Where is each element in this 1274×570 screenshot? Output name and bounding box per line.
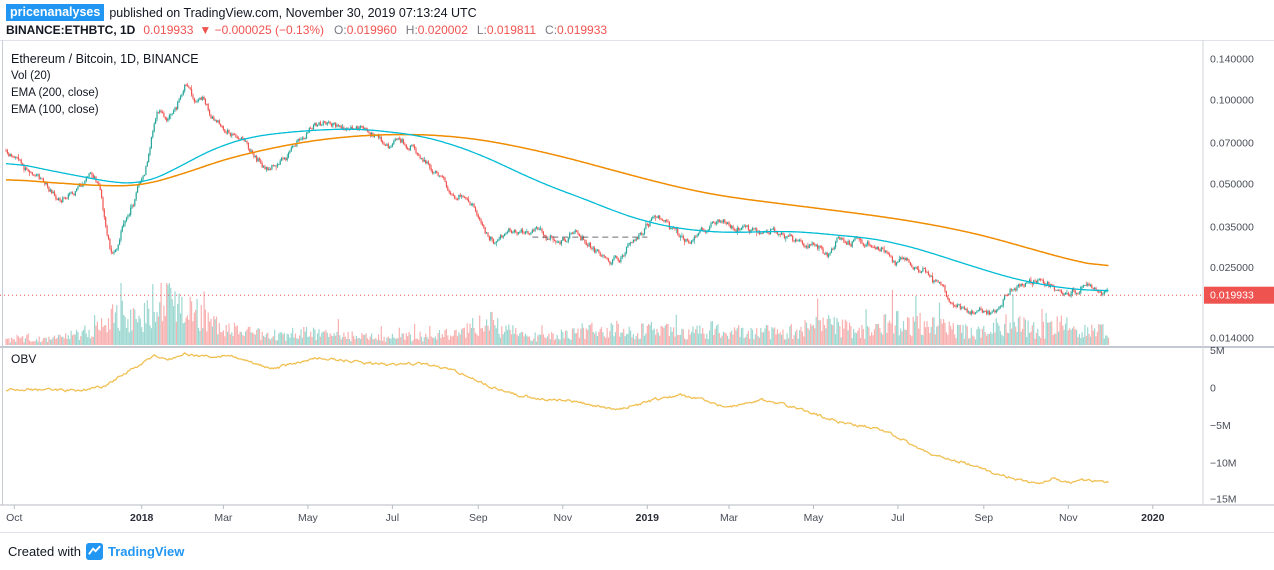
legend-ema100[interactable]: EMA (100, close) <box>11 104 99 116</box>
ohlc-item: O:0.019960 <box>334 23 397 37</box>
ohlc-item: L:0.019811 <box>477 23 536 37</box>
legend-ema200[interactable]: EMA (200, close) <box>11 87 99 99</box>
svg-text:Sep: Sep <box>974 512 993 524</box>
ohlc-label: O: <box>334 23 347 37</box>
price-pane-legend: Ethereum / Bitcoin, 1D, BINANCE Vol (20)… <box>11 51 199 119</box>
tradingview-brand[interactable]: TradingView <box>107 544 185 559</box>
ohlc-item: C:0.019933 <box>545 23 607 37</box>
ema200-line <box>5 133 1109 267</box>
ohlc-label: L: <box>476 23 487 37</box>
candles <box>5 83 1110 316</box>
svg-text:−10M: −10M <box>1210 458 1237 470</box>
ohlc-label: H: <box>405 23 418 37</box>
svg-text:0.100000: 0.100000 <box>1210 94 1254 106</box>
obv-pane-legend[interactable]: OBV <box>11 352 37 366</box>
ohlc-values: O:0.019960 H:0.020002 L:0.019811 C:0.019933 <box>334 23 616 37</box>
price-axis[interactable]: 0.140000 0.100000 0.070000 0.050000 0.035000… <box>1210 54 1254 506</box>
ema100-line <box>5 128 1109 292</box>
attribution-bar: pricenanalyses published on TradingView.… <box>6 4 477 21</box>
ohlc-value: 0.019933 <box>557 23 608 37</box>
author-badge[interactable]: pricenanalyses <box>6 4 105 21</box>
time-axis[interactable]: Oct 2018 Mar May Jul Sep Nov 2019 Mar May Jul Sep No… <box>6 505 1165 524</box>
svg-text:May: May <box>804 512 825 524</box>
obv-line <box>5 352 1109 485</box>
svg-text:0.140000: 0.140000 <box>1210 54 1254 66</box>
last-price-tag: 0.019933 <box>1204 286 1274 304</box>
svg-text:0: 0 <box>1210 383 1216 395</box>
svg-text:−15M: −15M <box>1210 494 1237 506</box>
svg-text:Nov: Nov <box>1059 512 1078 524</box>
price-change: ▼ −0.000025 (−0.13%) <box>199 23 325 37</box>
svg-text:Jul: Jul <box>891 512 904 524</box>
published-text: published on TradingView.com, November 3… <box>109 5 477 20</box>
svg-text:0.035000: 0.035000 <box>1210 222 1254 234</box>
svg-text:5M: 5M <box>1210 345 1225 357</box>
svg-text:2020: 2020 <box>1141 512 1165 524</box>
svg-text:May: May <box>298 512 319 524</box>
svg-text:Oct: Oct <box>6 512 22 524</box>
svg-text:0.050000: 0.050000 <box>1210 178 1254 190</box>
last-price-value: 0.019933 <box>143 23 194 37</box>
svg-text:0.025000: 0.025000 <box>1210 262 1254 274</box>
chart-frame <box>0 40 1274 533</box>
ohlc-value: 0.019960 <box>346 23 397 37</box>
svg-text:Mar: Mar <box>720 512 739 524</box>
symbol-title: BINANCE:ETHBTC, 1D <box>6 23 136 37</box>
chart-canvas[interactable]: 0.019933 0.140000 0.100000 0.070000 0.050000… <box>0 40 1274 534</box>
legend-title[interactable]: Ethereum / Bitcoin, 1D, BINANCE <box>11 52 199 66</box>
svg-text:Mar: Mar <box>214 512 233 524</box>
created-with-text: Created with <box>8 544 81 559</box>
ohlc-item: H:0.020002 <box>406 23 468 37</box>
svg-text:2018: 2018 <box>130 512 154 524</box>
svg-text:0.019933: 0.019933 <box>1210 290 1254 302</box>
svg-text:0.070000: 0.070000 <box>1210 138 1254 150</box>
svg-text:0.014000: 0.014000 <box>1210 333 1254 345</box>
legend-vol[interactable]: Vol (20) <box>11 70 51 82</box>
volume-bars <box>5 283 1110 345</box>
svg-text:−5M: −5M <box>1210 420 1231 432</box>
ohlc-value: 0.019811 <box>486 23 537 37</box>
svg-text:Sep: Sep <box>469 512 488 524</box>
svg-text:Nov: Nov <box>553 512 572 524</box>
ohlc-value: 0.020002 <box>417 23 468 37</box>
svg-text:2019: 2019 <box>636 512 660 524</box>
symbol-info-bar: BINANCE:ETHBTC, 1D 0.019933 ▼ −0.000025 … <box>6 23 616 37</box>
footer-attribution: Created with TradingView <box>8 543 184 560</box>
ohlc-label: C: <box>545 23 558 37</box>
tradingview-logo-icon <box>85 543 103 560</box>
svg-text:Jul: Jul <box>386 512 399 524</box>
